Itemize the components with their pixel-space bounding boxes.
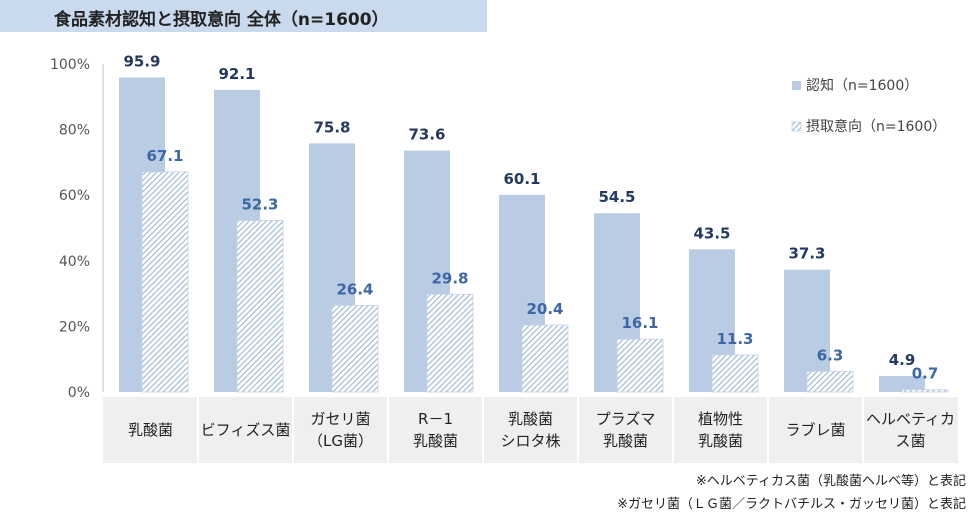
value-label-recognition: 92.1 — [218, 65, 255, 83]
y-tick-label: 60% — [59, 188, 90, 204]
category-table — [103, 397, 958, 463]
bar-intent — [616, 338, 664, 393]
y-tick-label: 80% — [59, 123, 90, 139]
category-label: ス菌 — [895, 432, 925, 450]
value-label-intent: 16.1 — [621, 314, 658, 332]
value-label-intent: 52.3 — [241, 195, 278, 213]
bar-intent — [426, 293, 474, 393]
category-label: 乳酸菌 — [603, 432, 648, 450]
chart-title: 食品素材認知と摂取意向 全体（n=1600） — [54, 10, 389, 30]
bar-recognition — [879, 375, 925, 392]
bar-intent — [141, 171, 189, 393]
category-label: ガセリ菌 — [310, 410, 370, 428]
value-label-recognition: 75.8 — [313, 118, 350, 136]
bar-intent — [236, 220, 284, 393]
value-label-recognition: 60.1 — [503, 170, 540, 188]
y-tick-label: 100% — [50, 57, 90, 73]
legend-label-recognition: 認知（n=1600） — [806, 77, 918, 94]
footnote-gasseri: ※ガセリ菌（ＬＧ菌／ラクトバチルス・ガッセリ菌）と表記 — [617, 497, 966, 512]
value-label-intent: 20.4 — [526, 300, 563, 318]
title-band: 食品素材認知と摂取意向 全体（n=1600） — [0, 0, 487, 32]
value-label-recognition: 54.5 — [598, 188, 635, 206]
value-label-intent: 11.3 — [716, 330, 753, 348]
value-label-recognition: 95.9 — [123, 52, 160, 70]
bar-intent — [806, 370, 854, 393]
category-label: ビフィズス菌 — [201, 421, 291, 439]
legend-swatch-recognition — [792, 81, 801, 90]
category-label: 乳酸菌 — [698, 432, 743, 450]
category-label: 乳酸菌 — [413, 432, 458, 450]
value-label-recognition: 73.6 — [408, 126, 445, 144]
category-label: R－1 — [418, 410, 453, 428]
value-label-intent: 67.1 — [146, 147, 183, 165]
category-label: 植物性 — [698, 410, 743, 428]
value-label-intent: 6.3 — [817, 346, 844, 364]
value-label-intent: 0.7 — [912, 365, 939, 383]
legend-swatch-intent — [791, 121, 802, 132]
bar-intent — [711, 354, 759, 393]
bar-intent — [901, 389, 949, 393]
value-label-intent: 26.4 — [336, 280, 373, 298]
value-label-recognition: 43.5 — [693, 224, 730, 242]
bar-intent — [331, 305, 379, 393]
category-label: （LG菌） — [308, 432, 373, 450]
category-label: シロタ株 — [500, 432, 560, 450]
category-label: ラブレ菌 — [785, 421, 845, 439]
bar-intent — [521, 324, 569, 393]
y-tick-label: 20% — [59, 319, 90, 335]
value-label-recognition: 4.9 — [889, 351, 916, 369]
category-label: ヘルベティカ — [866, 410, 955, 428]
value-label-recognition: 37.3 — [788, 245, 825, 263]
category-label: 乳酸菌 — [128, 421, 173, 439]
value-label-intent: 29.8 — [431, 269, 468, 287]
footnote-helveticus: ※ヘルベティカス菌（乳酸菌ヘルベ等）と表記 — [695, 474, 966, 489]
y-tick-label: 0% — [68, 385, 90, 401]
y-tick-label: 40% — [59, 254, 90, 270]
category-label: 乳酸菌 — [508, 410, 553, 428]
category-label: プラズマ — [596, 410, 656, 428]
legend-label-intent: 摂取意向（n=1600） — [806, 118, 946, 135]
